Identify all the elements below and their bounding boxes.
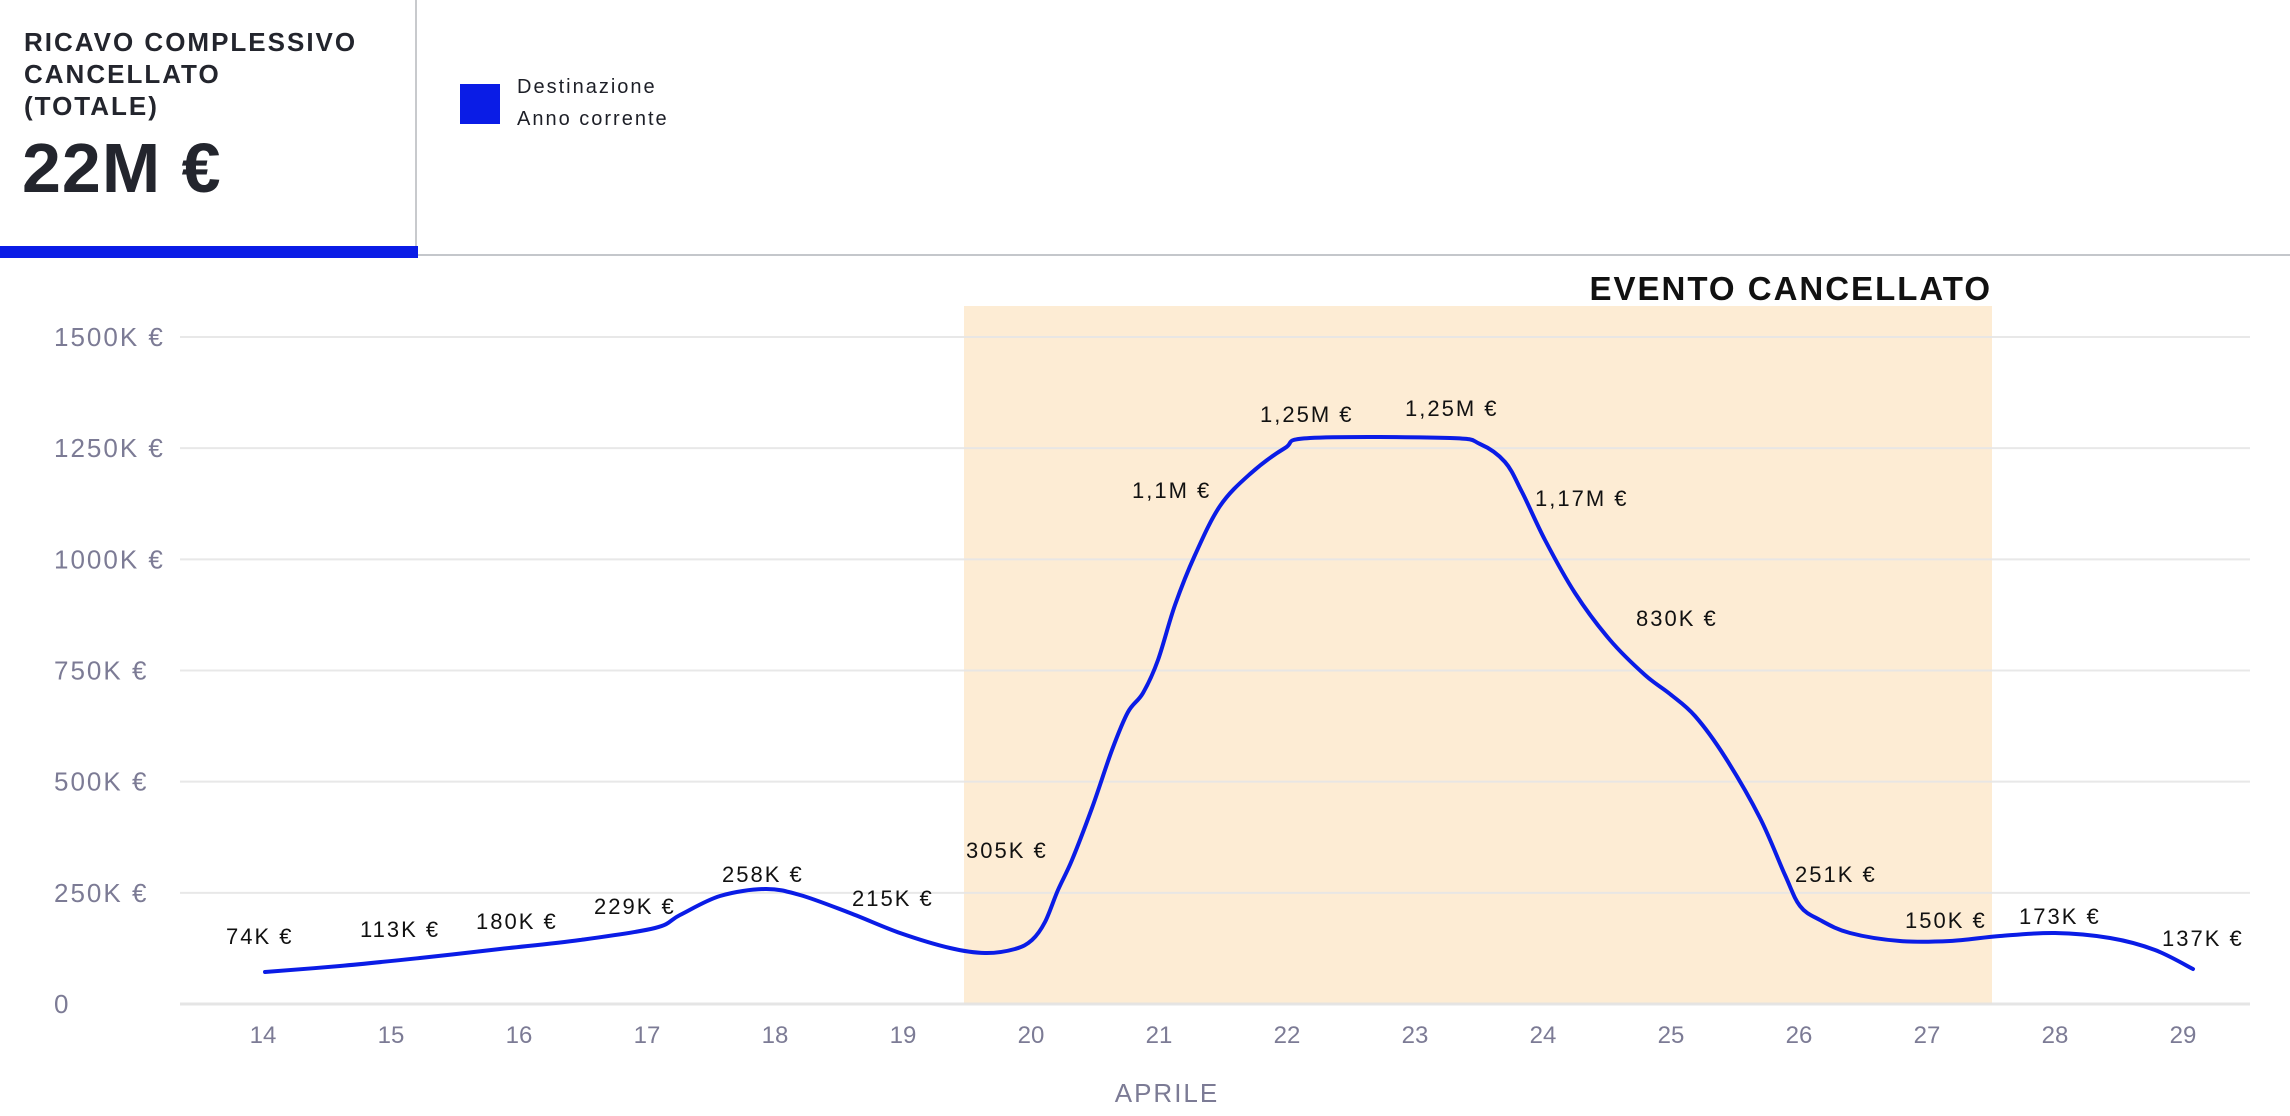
event-band-layer: EVENTO CANCELLATO bbox=[964, 270, 1992, 1004]
x-tick-label: 24 bbox=[1530, 1022, 1557, 1049]
x-tick-label: 26 bbox=[1786, 1022, 1813, 1049]
x-tick-label: 20 bbox=[1018, 1022, 1045, 1049]
x-tick-label: 25 bbox=[1658, 1022, 1685, 1049]
data-label: 251K € bbox=[1795, 862, 1877, 887]
data-label: 173K € bbox=[2019, 904, 2101, 929]
data-label: 1,25M € bbox=[1260, 402, 1354, 427]
x-tick-label: 28 bbox=[2042, 1022, 2069, 1049]
data-label: 74K € bbox=[226, 924, 294, 949]
x-tick-label: 27 bbox=[1914, 1022, 1941, 1049]
gridlines bbox=[180, 336, 2250, 1006]
x-tick-label: 15 bbox=[378, 1022, 405, 1049]
data-labels: 74K € 113K € 180K € 229K € 258K € 215K € 305K … bbox=[226, 396, 2244, 951]
data-label: 1,25M € bbox=[1405, 396, 1499, 421]
data-label: 1,17M € bbox=[1535, 486, 1629, 511]
header-divider bbox=[418, 254, 2290, 256]
y-tick-label: 500K € bbox=[54, 767, 148, 797]
x-tick-label: 17 bbox=[634, 1022, 661, 1049]
y-tick-label: 1000K € bbox=[54, 544, 165, 574]
x-axis-ticks: 14 15 16 17 18 19 20 21 22 23 24 25 26 27 28 29 bbox=[250, 1022, 2197, 1049]
x-axis-title: APRILE bbox=[1115, 1078, 1220, 1108]
y-tick-label: 1500K € bbox=[54, 322, 165, 352]
x-tick-label: 21 bbox=[1146, 1022, 1173, 1049]
data-label: 305K € bbox=[966, 838, 1048, 863]
event-band-label: EVENTO CANCELLATO bbox=[1589, 270, 1992, 307]
legend-label-line1: Destinazione bbox=[517, 76, 657, 98]
y-tick-label: 750K € bbox=[54, 656, 148, 686]
data-label: 137K € bbox=[2162, 926, 2244, 951]
x-tick-label: 16 bbox=[506, 1022, 533, 1049]
x-tick-label: 18 bbox=[762, 1022, 789, 1049]
data-label: 113K € bbox=[360, 917, 440, 942]
series-line-layer bbox=[263, 434, 2195, 974]
y-axis-ticks: 0 250K € 500K € 750K € 1000K € 1250K € 1500K € bbox=[54, 322, 165, 1019]
data-label: 1,1M € bbox=[1132, 478, 1211, 503]
data-label: 830K € bbox=[1636, 606, 1718, 631]
kpi-value: 22M € bbox=[22, 129, 222, 207]
y-tick-label: 0 bbox=[54, 989, 70, 1019]
series-line bbox=[263, 434, 2195, 974]
kpi-title: RICAVO COMPLESSIVO CANCELLATO (TOTALE) bbox=[24, 27, 358, 121]
event-band bbox=[964, 306, 1992, 1004]
data-label: 215K € bbox=[852, 886, 934, 911]
x-tick-label: 22 bbox=[1274, 1022, 1301, 1049]
data-label: 229K € bbox=[594, 894, 676, 919]
y-tick-label: 1250K € bbox=[54, 433, 165, 463]
legend-label-line2: Anno corrente bbox=[517, 108, 669, 130]
y-tick-label: 250K € bbox=[54, 878, 148, 908]
x-tick-label: 23 bbox=[1402, 1022, 1429, 1049]
kpi-panel: RICAVO COMPLESSIVO CANCELLATO (TOTALE) 2… bbox=[0, 0, 417, 258]
data-label: 180K € bbox=[476, 909, 558, 934]
data-label: 258K € bbox=[722, 862, 804, 887]
kpi-active-indicator bbox=[0, 246, 418, 258]
x-tick-label: 14 bbox=[250, 1022, 277, 1049]
legend-swatch bbox=[460, 84, 500, 124]
data-label: 150K € bbox=[1905, 908, 1987, 933]
x-tick-label: 19 bbox=[890, 1022, 917, 1049]
x-tick-label: 29 bbox=[2170, 1022, 2197, 1049]
